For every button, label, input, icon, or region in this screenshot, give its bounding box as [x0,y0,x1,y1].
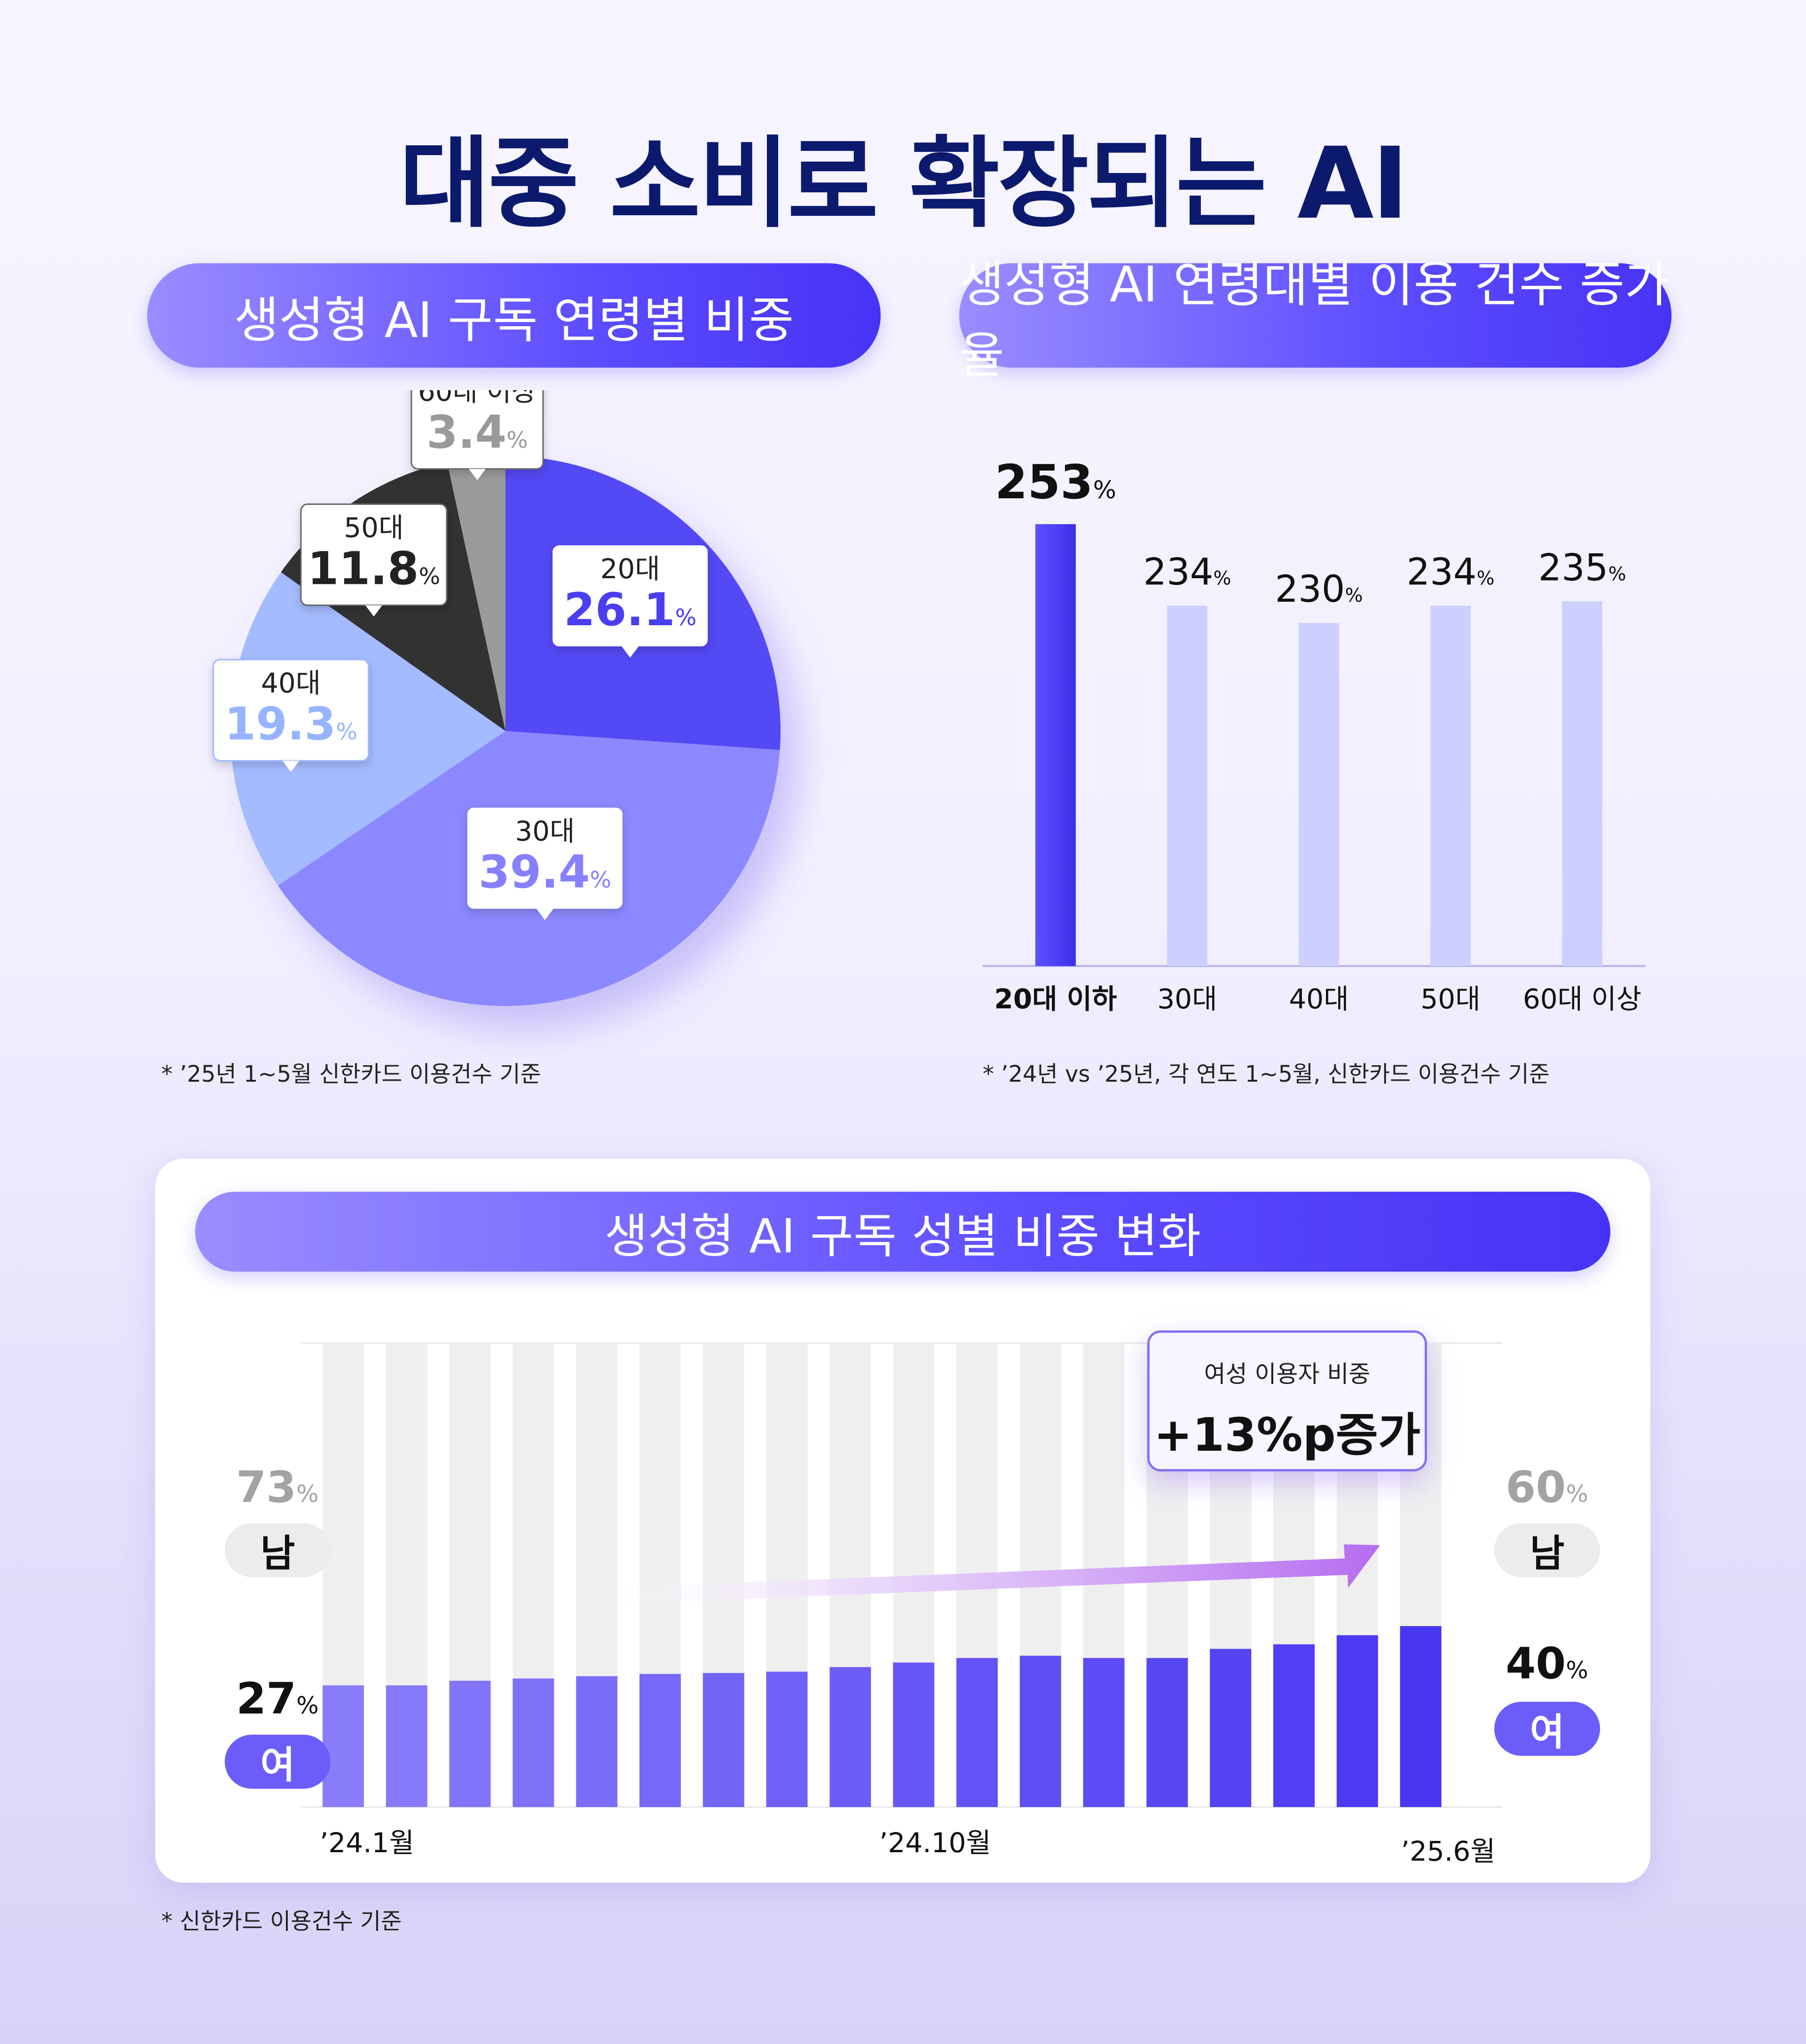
gender-x-tick-2: ’25.6월 [1401,1835,1496,1866]
growth-bar-1 [1167,605,1207,966]
end-female-pct: 40% [1476,1638,1617,1689]
pie-footnote: * ’25년 1~5월 신한카드 이용건수 기준 [161,1061,541,1087]
growth-bar-value-4: 235% [1538,547,1626,589]
pie-label-name-0: 20대 [600,553,660,585]
male-bar-3 [513,1343,554,1679]
growth-bar-value-1: 234% [1144,551,1231,593]
female-bar-9 [893,1662,935,1807]
female-bar-17 [1400,1626,1442,1807]
male-bar-4 [576,1343,618,1676]
female-bar-13 [1146,1658,1188,1807]
pie-label-value-0: 26.1% [564,583,696,636]
female-bar-15 [1273,1644,1315,1807]
gender-x-tick-0: ’24.1월 [320,1827,414,1859]
female-bar-5 [639,1674,681,1807]
male-bar-12 [1083,1343,1125,1658]
start-male-pct: 73% [207,1462,348,1512]
end-male-pct: 60% [1476,1462,1617,1512]
growth-bar-0 [1035,524,1076,966]
male-bar-0 [323,1343,364,1685]
male-bar-6 [702,1343,744,1673]
female-bar-8 [829,1667,871,1807]
female-bar-6 [702,1673,744,1807]
gender-x-tick-1: ’24.10월 [879,1827,991,1859]
gender-section-header: 생성형 AI 구독 성별 비중 변화 [195,1192,1610,1272]
male-bar-8 [829,1343,871,1667]
pct-unit: % [296,1692,319,1719]
end-female-value: 40 [1506,1638,1566,1689]
female-bar-16 [1336,1635,1378,1807]
pie-label-4: 60대 이상3.4% [410,390,544,480]
female-bar-10 [956,1658,998,1807]
female-bar-12 [1083,1658,1125,1807]
male-bar-7 [766,1343,808,1672]
start-male-value: 73 [236,1462,297,1512]
pie-label-name-3: 50대 [344,512,403,544]
female-bar-4 [576,1676,618,1807]
end-male-chip: 남 [1494,1523,1600,1577]
pie-slice-4 [447,456,505,731]
male-bar-10 [956,1343,998,1658]
growth-bar-4 [1562,601,1602,966]
growth-bar-3 [1430,605,1471,966]
growth-bar-category-2: 40대 [1289,983,1349,1015]
growth-bar-2 [1299,622,1339,966]
end-male-value: 60 [1506,1462,1566,1512]
start-female-value: 27 [236,1674,297,1724]
male-bar-9 [893,1343,935,1663]
male-bar-5 [639,1343,681,1674]
pie-label-name-2: 40대 [261,667,321,699]
page-title: 대중 소비로 확장되는 AI [399,126,1409,241]
growth-bar-chart: 253% 20대 이하 234% 30대 230% 40대 234% 50대 235% 60대 이… [983,455,1646,1015]
pct-unit: % [1566,1657,1588,1684]
male-bar-11 [1019,1343,1061,1656]
female-increase-callout: 여성 이용자 비중 +13%p증가 [1147,1330,1427,1471]
bar-footnote: * ’24년 vs ’25년, 각 연도 1~5월, 신한카드 이용건수 기준 [983,1061,1550,1087]
pct-unit: % [296,1480,319,1508]
pie-label-value-2: 19.3% [224,698,357,750]
start-male-chip: 남 [225,1523,331,1577]
pie-label-name-1: 30대 [515,815,575,847]
pct-unit: % [1566,1480,1588,1508]
start-female-pct: 27% [207,1674,348,1724]
female-bar-1 [386,1685,427,1807]
pie-label-value-1: 39.4% [479,846,611,898]
gender-footnote: * 신한카드 이용건수 기준 [161,1908,402,1934]
trend-arrow-shape [578,1544,1380,1605]
female-bar-3 [513,1678,554,1807]
pie-section-header: 생성형 AI 구독 연령별 비중 [147,263,881,368]
male-bar-2 [449,1343,491,1681]
pie-label-name-4: 60대 이상 [418,390,536,408]
female-bar-11 [1019,1656,1061,1807]
female-bar-14 [1210,1649,1252,1807]
growth-bar-value-0: 253% [995,455,1116,510]
growth-bar-category-3: 50대 [1420,983,1480,1015]
growth-bar-value-2: 230% [1275,568,1363,611]
bar-section-header: 생성형 AI 연령대별 이용 건수 증가율 [959,256,1672,384]
growth-bar-category-1: 30대 [1157,983,1217,1015]
female-bar-7 [766,1671,808,1807]
growth-bar-value-3: 234% [1407,551,1495,593]
callout-line2: +13%p증가 [1153,1408,1421,1462]
female-bar-0 [323,1685,364,1807]
growth-bar-category-0: 20대 이하 [994,983,1117,1015]
female-bar-2 [449,1681,491,1807]
callout-line1: 여성 이용자 비중 [1204,1360,1371,1388]
pie-label-value-3: 11.8% [308,542,440,595]
male-bar-1 [386,1343,427,1685]
growth-bar-category-4: 60대 이상 [1523,983,1641,1015]
end-female-chip: 여 [1494,1702,1600,1756]
start-female-chip: 여 [225,1735,331,1789]
